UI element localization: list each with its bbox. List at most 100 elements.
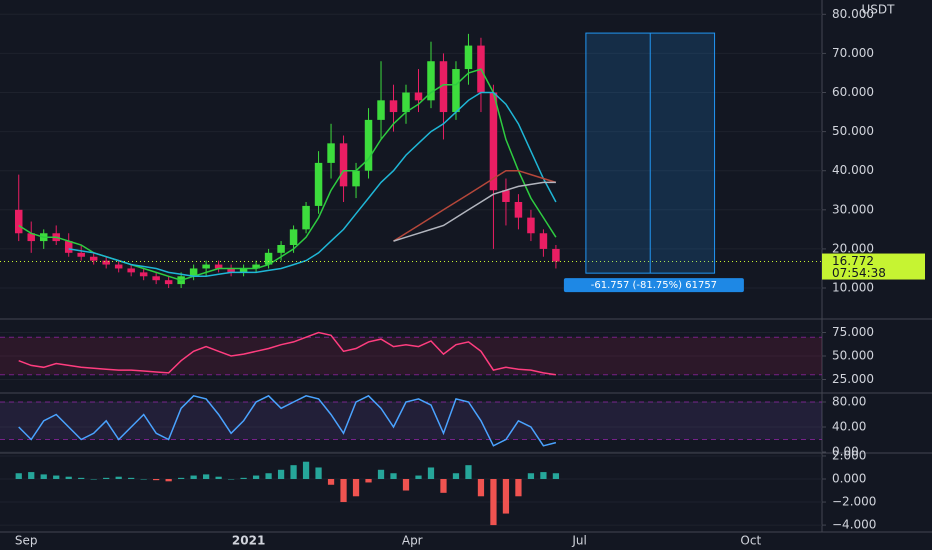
y-tick-label: 20.000 bbox=[832, 241, 874, 255]
histogram-bar bbox=[365, 479, 372, 483]
candle-body bbox=[214, 264, 223, 269]
histogram-bar bbox=[302, 461, 310, 480]
histogram-bar bbox=[452, 473, 460, 480]
candle-body bbox=[277, 245, 285, 253]
histogram-bar bbox=[28, 472, 35, 480]
histogram-bar bbox=[415, 475, 422, 480]
indicator-line bbox=[393, 181, 556, 242]
histogram-bar bbox=[427, 467, 435, 480]
candle-body bbox=[527, 217, 535, 234]
band-fill bbox=[0, 337, 822, 375]
candle-body bbox=[414, 92, 423, 101]
histogram-bar bbox=[227, 479, 235, 480]
indicator-line bbox=[18, 331, 557, 376]
candle-body bbox=[352, 170, 360, 187]
y-tick-label: −2.000 bbox=[832, 495, 876, 509]
histogram-bar bbox=[15, 473, 22, 480]
histogram-bar bbox=[240, 477, 247, 480]
y-tick-label: 50.000 bbox=[832, 349, 874, 363]
histogram-bar bbox=[402, 479, 410, 491]
measure-label-box bbox=[563, 278, 744, 293]
candle-body bbox=[239, 268, 248, 273]
y-tick-label: −4.000 bbox=[832, 518, 876, 532]
indicator-line bbox=[18, 394, 557, 447]
histogram-bar bbox=[540, 472, 547, 480]
y-tick-label: 50.000 bbox=[832, 124, 874, 138]
y-tick-label: 25.000 bbox=[832, 372, 874, 386]
y-tick-label: 75.000 bbox=[832, 325, 874, 339]
histogram-bar bbox=[103, 477, 110, 480]
candle-body bbox=[264, 252, 273, 265]
candle-body bbox=[514, 201, 523, 218]
histogram-bar bbox=[390, 473, 397, 480]
candle-body bbox=[402, 92, 410, 113]
y-tick-label: 30.000 bbox=[832, 202, 874, 216]
candle-body bbox=[227, 268, 235, 273]
candle-body bbox=[389, 100, 398, 113]
y-tick-label: 70.000 bbox=[832, 46, 874, 60]
histogram-bar bbox=[327, 479, 335, 485]
histogram-bar bbox=[252, 475, 260, 480]
y-tick-label: 2.000 bbox=[832, 448, 866, 462]
histogram-bar bbox=[53, 475, 60, 480]
histogram-bar bbox=[490, 479, 497, 526]
y-tick-label: 10.000 bbox=[832, 281, 874, 295]
histogram-bar bbox=[190, 475, 197, 480]
histogram-bar bbox=[128, 477, 135, 480]
x-tick-label: 2021 bbox=[232, 534, 265, 548]
x-tick-label: Jul bbox=[571, 534, 586, 548]
histogram-bar bbox=[40, 474, 47, 480]
last-price-tag bbox=[822, 253, 925, 280]
histogram-bar bbox=[140, 479, 147, 480]
histogram-bar bbox=[477, 479, 485, 497]
candle-body bbox=[114, 264, 123, 269]
histogram-bar bbox=[215, 476, 222, 480]
candle-body bbox=[539, 233, 548, 249]
candle-body bbox=[127, 268, 135, 273]
histogram-bar bbox=[65, 476, 72, 480]
histogram-bar bbox=[465, 465, 472, 480]
y-tick-label: 0.00 bbox=[832, 445, 859, 459]
histogram-bar bbox=[178, 477, 185, 480]
histogram-bar bbox=[340, 479, 347, 503]
candle-body bbox=[89, 256, 98, 261]
histogram-bar bbox=[90, 479, 97, 480]
histogram-bar bbox=[502, 479, 510, 514]
candle-body bbox=[202, 264, 210, 269]
candle-body bbox=[339, 143, 348, 187]
histogram-bar bbox=[115, 476, 122, 480]
histogram-bar bbox=[265, 473, 272, 480]
candle-body bbox=[77, 252, 85, 257]
y-tick-label: 0.000 bbox=[832, 472, 866, 486]
x-tick-label: Apr bbox=[402, 534, 423, 548]
histogram-bar bbox=[203, 474, 210, 480]
candle-body bbox=[377, 100, 385, 120]
candle-body bbox=[452, 69, 460, 113]
countdown-label: 07:54:38 bbox=[832, 266, 886, 280]
candle-body bbox=[327, 143, 335, 163]
axis-unit-label: USDT bbox=[862, 3, 896, 17]
candle-body bbox=[252, 264, 260, 269]
candle-body bbox=[302, 205, 310, 230]
y-tick-label: 80.000 bbox=[832, 7, 874, 21]
candle-body bbox=[189, 268, 198, 277]
histogram-bar bbox=[352, 479, 360, 497]
last-price-label: 16.772 bbox=[832, 254, 874, 268]
candle-body bbox=[314, 162, 323, 206]
indicator-line bbox=[68, 91, 557, 278]
histogram-bar bbox=[315, 467, 322, 480]
candle-body bbox=[14, 209, 23, 234]
candle-body bbox=[552, 248, 560, 262]
histogram-bar bbox=[290, 465, 297, 480]
histogram-bar bbox=[78, 477, 85, 480]
candle-body bbox=[64, 241, 73, 253]
x-tick-label: Sep bbox=[15, 534, 38, 548]
x-tick-label: Oct bbox=[740, 534, 761, 548]
histogram-bar bbox=[552, 473, 560, 480]
y-tick-label: 40.000 bbox=[832, 163, 874, 177]
histogram-bar bbox=[153, 479, 160, 481]
candle-body bbox=[364, 119, 373, 171]
histogram-bar bbox=[165, 479, 172, 482]
candle-body bbox=[152, 276, 160, 281]
